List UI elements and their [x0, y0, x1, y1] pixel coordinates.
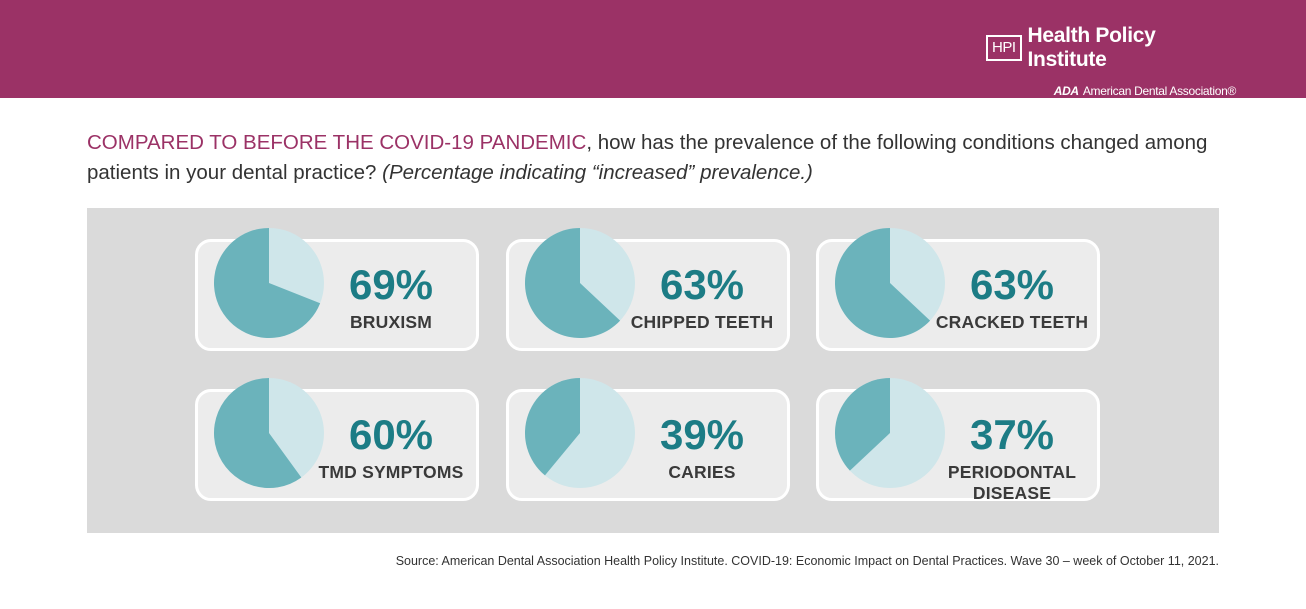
- ada-logo-name: American Dental Association®: [1082, 84, 1236, 98]
- pie-slice-increased: [835, 228, 931, 338]
- condition-card: 39% CARIES: [506, 378, 790, 501]
- pie-slice-increased: [214, 228, 321, 338]
- chart-panel: 69% BRUXISM 63% CHIPPED TEETH 63% CRACKED TEE…: [87, 208, 1219, 533]
- pie-slice-increased: [525, 378, 580, 476]
- condition-card: 60% TMD SYMPTOMS: [195, 378, 479, 501]
- pie-slice-increased: [835, 378, 890, 471]
- ada-logo-mark: ADA: [1053, 84, 1079, 98]
- pie-chart: [525, 378, 635, 488]
- pie-slice-increased: [525, 228, 621, 338]
- value-label: 69%: [348, 261, 434, 308]
- hpi-logo-mark: HPI: [986, 35, 1022, 61]
- category-label: CRACKED TEETH: [935, 312, 1089, 332]
- pie-chart: [835, 378, 945, 488]
- ada-logo: ADA American Dental Association®: [986, 84, 1237, 98]
- pie-chart: [525, 228, 635, 338]
- hpi-logo-name: Health Policy Institute: [1027, 24, 1156, 71]
- condition-card: 63% CRACKED TEETH: [816, 228, 1100, 351]
- category-label: CHIPPED TEETH: [630, 312, 774, 332]
- category-label: CARIES: [668, 462, 736, 482]
- hpi-logo: HPI Health Policy Institute ADA American …: [986, 24, 1236, 98]
- category-label: PERIODONTAL DISEASE: [947, 462, 1077, 503]
- question-note: (Percentage indicating “increased” preva…: [382, 161, 813, 184]
- condition-card: 63% CHIPPED TEETH: [506, 228, 790, 351]
- category-label: TMD SYMPTOMS: [318, 462, 464, 482]
- pie-chart: [835, 228, 945, 338]
- survey-question: COMPARED TO BEFORE THE COVID-19 PANDEMIC…: [87, 128, 1227, 188]
- condition-card: 37% PERIODONTAL DISEASE: [816, 378, 1100, 503]
- value-label: 60%: [348, 411, 434, 458]
- question-body: , how has the prevalence of the followin…: [87, 131, 1208, 184]
- value-label: 63%: [969, 261, 1055, 308]
- value-label: 63%: [659, 261, 745, 308]
- value-label: 39%: [659, 411, 745, 458]
- header-banner: HPI Health Policy Institute ADA American …: [0, 0, 1306, 98]
- condition-card: 69% BRUXISM: [195, 228, 479, 351]
- pie-chart: [214, 378, 324, 488]
- question-lead: COMPARED TO BEFORE THE COVID-19 PANDEMIC: [87, 131, 587, 154]
- pie-chart: [214, 228, 324, 338]
- category-label: BRUXISM: [349, 312, 433, 332]
- pie-slice-increased: [214, 378, 302, 488]
- value-label: 37%: [969, 411, 1055, 458]
- source-note: Source: American Dental Association Heal…: [395, 554, 1219, 568]
